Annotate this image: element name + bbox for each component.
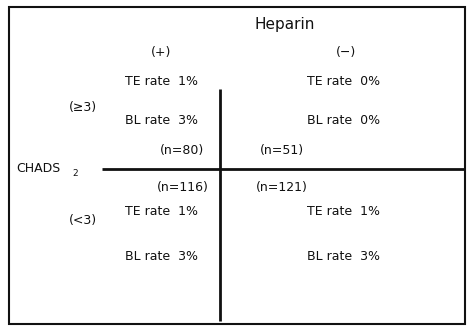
Text: (n=116): (n=116) bbox=[156, 180, 209, 194]
Text: BL rate  0%: BL rate 0% bbox=[307, 114, 380, 127]
Text: TE rate  1%: TE rate 1% bbox=[125, 74, 198, 88]
Text: (n=80): (n=80) bbox=[160, 144, 205, 157]
FancyBboxPatch shape bbox=[9, 7, 465, 324]
Text: (n=51): (n=51) bbox=[260, 144, 304, 157]
Text: CHADS: CHADS bbox=[17, 162, 61, 175]
Text: (n=121): (n=121) bbox=[256, 180, 308, 194]
Text: (+): (+) bbox=[151, 46, 171, 59]
Text: Heparin: Heparin bbox=[254, 17, 315, 31]
Text: BL rate  3%: BL rate 3% bbox=[125, 250, 198, 263]
Text: (−): (−) bbox=[336, 46, 356, 59]
Text: (<3): (<3) bbox=[69, 213, 97, 227]
Text: (≥3): (≥3) bbox=[69, 101, 97, 114]
Text: TE rate  0%: TE rate 0% bbox=[307, 74, 380, 88]
Text: TE rate  1%: TE rate 1% bbox=[307, 205, 380, 218]
Text: BL rate  3%: BL rate 3% bbox=[307, 250, 380, 263]
Text: 2: 2 bbox=[73, 169, 78, 178]
Text: TE rate  1%: TE rate 1% bbox=[125, 205, 198, 218]
Text: BL rate  3%: BL rate 3% bbox=[125, 114, 198, 127]
